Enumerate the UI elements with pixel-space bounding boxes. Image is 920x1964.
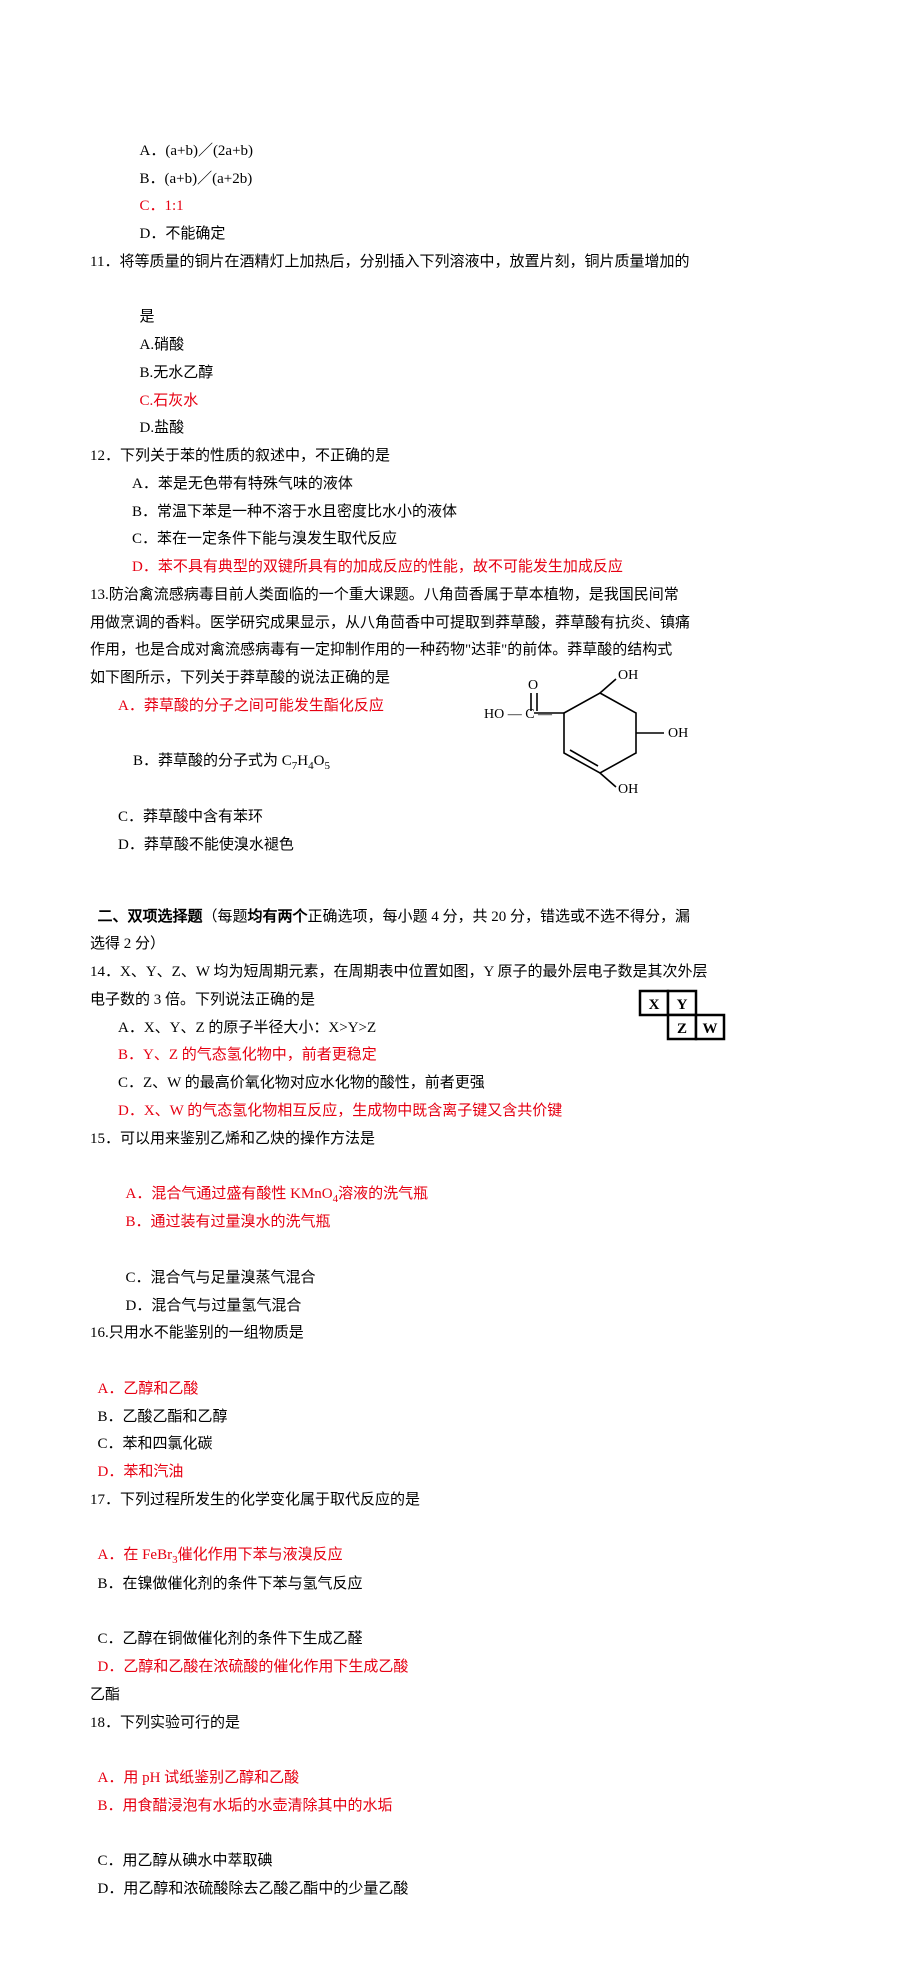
q11-stem: 11．将等质量的铜片在酒精灯上加热后，分别插入下列溶液中，放置片刻，铜片质量增加…	[90, 249, 830, 277]
q10-opt-a: A．(a+b)／(2a+b)	[140, 143, 254, 159]
cell-x: X	[649, 997, 660, 1013]
q18-opt-d: D．用乙醇和浓硫酸除去乙酸乙酯中的少量乙酸	[98, 1881, 409, 1897]
q10-opt-b: B．(a+b)／(a+2b)	[140, 171, 253, 187]
q10-opt-c: C．1:1	[140, 198, 184, 214]
q17-opt-d: D．乙醇和乙酸在浓硫酸的催化作用下生成乙酸	[98, 1659, 409, 1675]
periodic-position-table: X Y Z W	[638, 989, 730, 1043]
q11-opt-d: D.盐酸	[140, 420, 185, 436]
q15-opt-c: C．混合气与足量溴蒸气混合	[126, 1270, 316, 1286]
q11-opt-c: C.石灰水	[140, 393, 199, 409]
q13-stem-2: 用做烹调的香料。医学研究成果显示，从八角茴香中可提取到莽草酸，莽草酸有抗炎、镇痛	[90, 610, 830, 638]
q14-stem-1: 14．X、Y、Z、W 均为短周期元素，在周期表中位置如图，Y 原子的最外层电子数…	[90, 959, 830, 987]
q16-opt-b: B．乙酸乙酯和乙醇	[98, 1409, 228, 1425]
q17-d-cont: 乙酯	[90, 1682, 830, 1710]
q16-opt-c: C．苯和四氯化碳	[98, 1436, 213, 1452]
q12-opt-b: B．常温下苯是一种不溶于水且密度比水小的液体	[90, 499, 830, 527]
q15-opt-a: A．混合气通过盛有酸性 KMnO4溶液的洗气瓶	[126, 1186, 429, 1202]
q11-options: 是 A.硝酸 B.无水乙醇 C.石灰水 D.盐酸	[90, 277, 830, 444]
mol-label-hoc: HO — C —	[484, 707, 553, 722]
q18-opt-b: B．用食醋浸泡有水垢的水壶清除其中的水垢	[98, 1798, 393, 1814]
q12-opt-c: C．苯在一定条件下能与溴发生取代反应	[90, 526, 830, 554]
q12-opt-a: A．苯是无色带有特殊气味的液体	[90, 471, 830, 499]
q15-row1: A．混合气通过盛有酸性 KMnO4溶液的洗气瓶 B．通过装有过量溴水的洗气瓶	[90, 1153, 830, 1237]
q18-opt-a: A．用 pH 试纸鉴别乙醇和乙酸	[98, 1770, 300, 1786]
q11-lead: 是	[140, 309, 155, 325]
q18-opt-c: C．用乙醇从碘水中萃取碘	[98, 1853, 273, 1869]
q17-opt-b: B．在镍做催化剂的条件下苯与氢气反应	[98, 1576, 363, 1592]
q15-opt-b: B．通过装有过量溴水的洗气瓶	[126, 1214, 331, 1230]
q13-opt-d: D．莽草酸不能使溴水褪色	[90, 832, 830, 860]
q16-opt-a: A．乙醇和乙酸	[98, 1381, 199, 1397]
q12-stem: 12．下列关于苯的性质的叙述中，不正确的是	[90, 443, 830, 471]
q14-opt-c: C．Z、W 的最高价氧化物对应水化物的酸性，前者更强	[90, 1070, 830, 1098]
q18-stem: 18．下列实验可行的是	[90, 1710, 830, 1738]
q13-stem-3: 作用，也是合成对禽流感病毒有一定抑制作用的一种药物"达菲"的前体。莽草酸的结构式	[90, 637, 830, 665]
section2-title-2: 选得 2 分）	[90, 931, 830, 959]
q11-opt-a: A.硝酸	[140, 337, 185, 353]
mol-label-oh3: OH	[618, 782, 638, 795]
cell-y: Y	[677, 997, 688, 1013]
q15-stem: 15．可以用来鉴别乙烯和乙炔的操作方法是	[90, 1126, 830, 1154]
q15-row2: C．混合气与足量溴蒸气混合 D．混合气与过量氢气混合	[90, 1237, 830, 1320]
cell-z: Z	[677, 1021, 687, 1037]
mol-label-oh2: OH	[668, 726, 688, 741]
section2-title-bold: 二、双项选择题	[98, 909, 203, 925]
q14-opt-d: D．X、W 的气态氢化物相互反应，生成物中既含离子键又含共价键	[90, 1098, 830, 1126]
q13-stem-1: 13.防治禽流感病毒目前人类面临的一个重大课题。八角茴香属于草本植物，是我国民间…	[90, 582, 830, 610]
molecule-diagram: HO — C — O OH OH OH	[480, 665, 720, 795]
mol-label-o: O	[528, 678, 538, 693]
q17-opt-a: A．在 FeBr3催化作用下苯与液溴反应	[98, 1547, 343, 1563]
q14-opt-b: B．Y、Z 的气态氢化物中，前者更稳定	[90, 1042, 830, 1070]
q12-opt-d: D．苯不具有典型的双键所具有的加成反应的性能，故不可能发生加成反应	[90, 554, 830, 582]
mol-label-oh1: OH	[618, 668, 638, 683]
q13-opt-c: C．莽草酸中含有苯环	[90, 804, 830, 832]
q10-opt-d: D．不能确定	[140, 226, 226, 242]
section2-title: 二、双项选择题（每题均有两个正确选项，每小题 4 分，共 20 分，错选或不选不…	[90, 876, 830, 932]
cell-w: W	[703, 1021, 718, 1037]
q17-row1: A．在 FeBr3催化作用下苯与液溴反应 B．在镍做催化剂的条件下苯与氢气反应	[90, 1515, 830, 1599]
q16-options: A．乙醇和乙酸 B．乙酸乙酯和乙醇 C．苯和四氯化碳 D．苯和汽油	[90, 1348, 830, 1487]
q16-stem: 16.只用水不能鉴别的一组物质是	[90, 1320, 830, 1348]
q16-opt-d: D．苯和汽油	[98, 1464, 184, 1480]
q15-opt-d: D．混合气与过量氢气混合	[126, 1298, 302, 1314]
q18-row1: A．用 pH 试纸鉴别乙醇和乙酸 B．用食醋浸泡有水垢的水壶清除其中的水垢	[90, 1737, 830, 1820]
q17-opt-c: C．乙醇在铜做催化剂的条件下生成乙醛	[98, 1631, 363, 1647]
q18-row2: C．用乙醇从碘水中萃取碘 D．用乙醇和浓硫酸除去乙酸乙酯中的少量乙酸	[90, 1821, 830, 1904]
q10-options: A．(a+b)／(2a+b) B．(a+b)／(a+2b) C．1:1 D．不能…	[90, 110, 830, 249]
q11-opt-b: B.无水乙醇	[140, 365, 214, 381]
q17-stem: 17．下列过程所发生的化学变化属于取代反应的是	[90, 1487, 830, 1515]
q17-row2: C．乙醇在铜做催化剂的条件下生成乙醛 D．乙醇和乙酸在浓硫酸的催化作用下生成乙酸	[90, 1599, 830, 1682]
